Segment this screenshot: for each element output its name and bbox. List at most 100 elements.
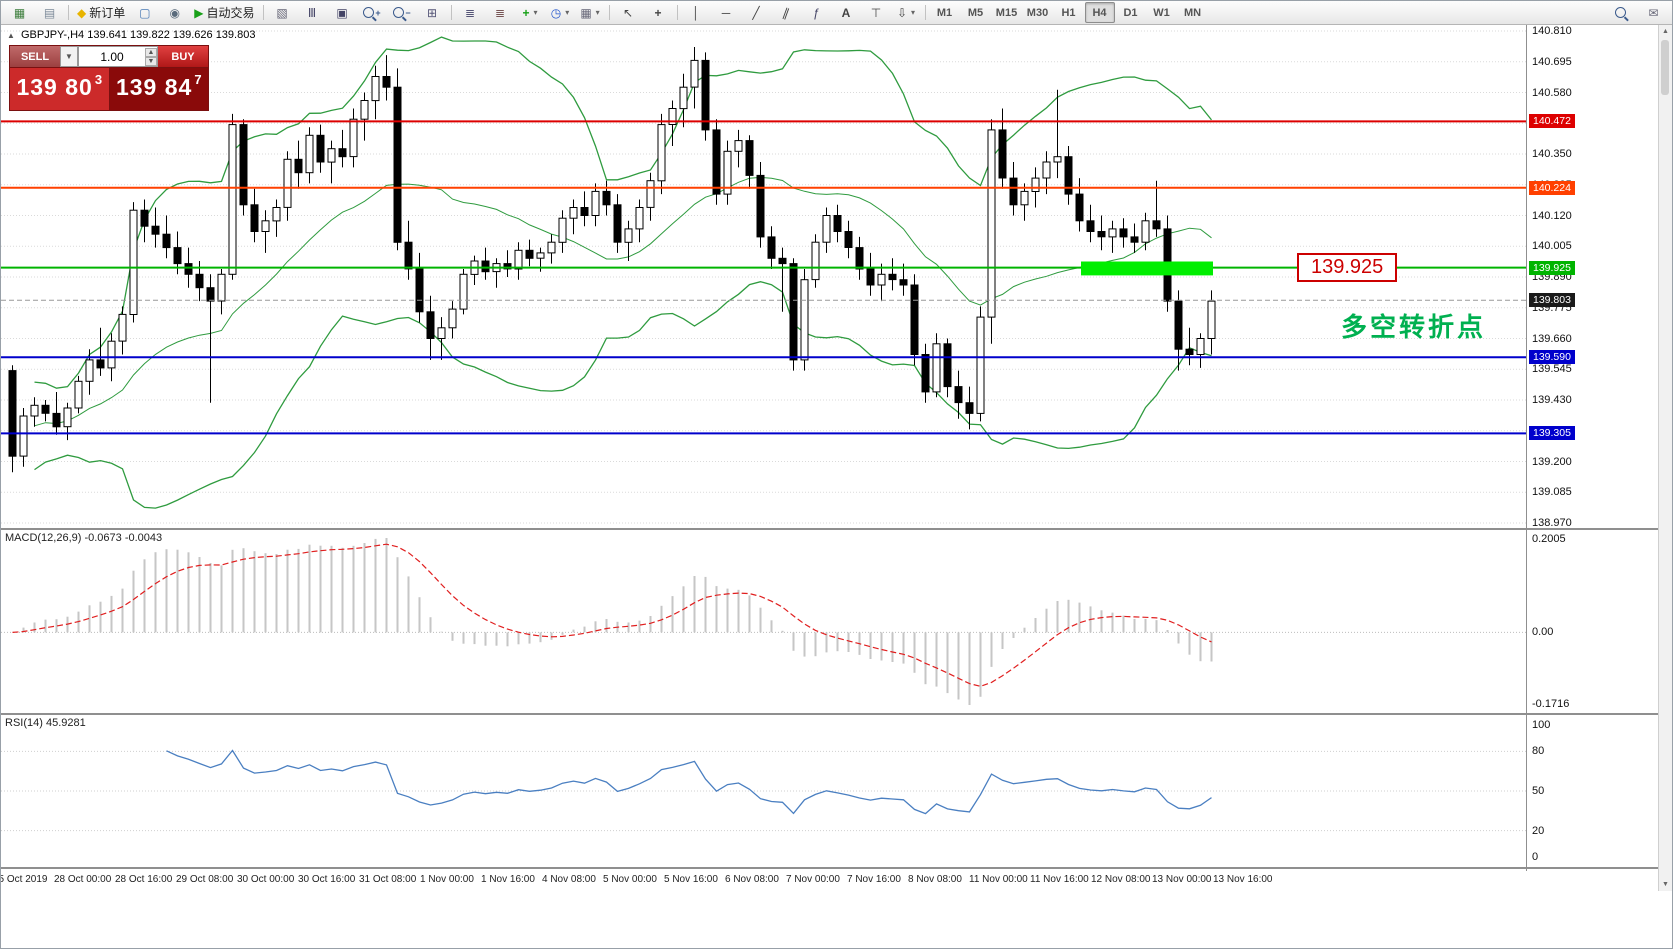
toolbar-separator	[450, 5, 452, 20]
macd-pane[interactable]	[1, 530, 1526, 713]
periods-button[interactable]: ◷ ▾	[546, 2, 575, 24]
rsi-pane[interactable]	[1, 715, 1526, 867]
timeframe-mn-button[interactable]: MN	[1183, 6, 1202, 19]
timeframe-m5-button[interactable]: M5	[967, 6, 984, 19]
label-tool-button[interactable]: ⊤	[862, 2, 891, 24]
new-order-button[interactable]: ◆ 新订单	[73, 2, 129, 24]
volume-preset-dropdown[interactable]: ▼	[60, 46, 78, 67]
timeframe-d1-button[interactable]: D1	[1123, 6, 1138, 19]
sell-price-box[interactable]: 139 80 3	[10, 68, 109, 110]
price-tick-label: 139.660	[1532, 332, 1572, 345]
toolbar-separator	[68, 5, 69, 20]
rsi-scale-label: 100	[1532, 719, 1551, 731]
candle-bear	[195, 273, 204, 289]
candle-bull	[272, 207, 281, 222]
channel-button[interactable]: ∥	[772, 2, 801, 24]
horizontal-line-button[interactable]: ─	[712, 2, 741, 24]
price-tick-label: 140.580	[1532, 86, 1572, 99]
price-axis: 140.810140.695140.580140.465140.350140.2…	[1528, 25, 1658, 871]
scrollbar-thumb[interactable]	[1661, 40, 1669, 95]
crosshair-button[interactable]: +	[644, 2, 673, 24]
market-watch-button[interactable]: ▢	[130, 2, 159, 24]
zoom-in-button[interactable]: +	[358, 2, 387, 24]
timeframe-h1-button[interactable]: H1	[1061, 6, 1076, 19]
zoom-out-icon	[393, 7, 405, 18]
zoom-out-button[interactable]: −	[388, 2, 417, 24]
navigator-button[interactable]: ≣	[486, 2, 515, 24]
crosshair-icon: +	[654, 5, 662, 20]
templates-button[interactable]: ▦ ▾	[576, 2, 605, 24]
candle-bear	[954, 386, 963, 404]
timeframe-m15-button[interactable]: M15	[995, 6, 1018, 19]
new-chart-button[interactable]: ▦	[5, 2, 34, 24]
candle-bear	[162, 233, 171, 249]
messages-button[interactable]: ✉	[1639, 2, 1668, 24]
candle-bear	[404, 241, 413, 270]
candle-bull	[723, 150, 732, 195]
timeframe-m30-button[interactable]: M30	[1026, 6, 1049, 19]
text-icon: A	[841, 5, 851, 20]
bollinger-upper-band	[34, 36, 1213, 389]
time-tick-label: 5 Nov 00:00	[603, 874, 657, 885]
fibonacci-icon: ƒ	[812, 5, 820, 20]
main-price-chart[interactable]	[1, 25, 1526, 528]
arrow-icon: ⇩	[896, 5, 908, 20]
toolbar-separator	[676, 5, 678, 20]
symbol-label: GBPJPY-,H4	[20, 29, 85, 41]
cursor-button[interactable]: ↖	[614, 2, 643, 24]
time-tick-label: 11 Nov 16:00	[1030, 874, 1089, 885]
time-tick-label: 11 Nov 00:00	[969, 874, 1028, 885]
trendline-button[interactable]: ╱	[742, 2, 771, 24]
candle-bear	[41, 404, 50, 414]
volume-input[interactable]	[79, 48, 145, 65]
stepper-up-icon[interactable]: ▲	[145, 47, 157, 57]
timeframe-w1-button[interactable]: W1	[1153, 6, 1170, 19]
timeframe-m1-button[interactable]: M1	[936, 6, 953, 19]
scroll-up-icon[interactable]: ▲	[1662, 28, 1669, 35]
scroll-down-icon[interactable]: ▼	[1662, 881, 1669, 888]
timeframe-h4-button[interactable]: H4	[1084, 2, 1115, 23]
tile-windows-button[interactable]: ⊞	[418, 2, 447, 24]
indicators-button[interactable]: + ▾	[516, 2, 545, 24]
candle-bull	[811, 241, 820, 281]
pane-separator[interactable]	[1, 528, 1672, 530]
candle-bull	[74, 380, 83, 409]
chevron-down-icon: ▾	[595, 8, 600, 17]
data-window-button[interactable]: ≣	[456, 2, 485, 24]
candle-bear	[338, 148, 347, 158]
candle-bull	[228, 124, 237, 275]
text-tool-button[interactable]: A	[832, 2, 861, 24]
arrows-tool-button[interactable]: ⇩ ▾	[892, 2, 921, 24]
buy-button[interactable]: BUY	[158, 46, 208, 67]
price-tick-label: 140.005	[1532, 240, 1572, 253]
search-button[interactable]	[1606, 2, 1635, 24]
stepper-down-icon[interactable]: ▼	[145, 56, 157, 66]
candle-bear	[184, 263, 193, 275]
autotrade-button[interactable]: ▶ 自动交易	[190, 2, 258, 24]
sell-price: 139 80	[16, 74, 93, 100]
sell-button[interactable]: SELL	[10, 46, 60, 67]
candle-bear	[712, 129, 721, 195]
vertical-scrollbar[interactable]: ▲ ▼	[1658, 25, 1672, 891]
vertical-line-button[interactable]: │	[682, 2, 711, 24]
rsi-scale-label: 50	[1532, 785, 1545, 797]
cascade-windows-icon: ▧	[276, 5, 288, 20]
time-tick-label: 30 Oct 00:00	[237, 874, 295, 885]
time-axis-separator	[1, 867, 1672, 869]
bar-chart-button[interactable]: Ⅲ	[298, 2, 327, 24]
fibonacci-button[interactable]: ƒ	[802, 2, 831, 24]
candle-bull	[30, 404, 39, 417]
candle-bull	[85, 359, 94, 382]
strategy-tester-button[interactable]: ◉	[160, 2, 189, 24]
profiles-button[interactable]: ▤	[35, 2, 64, 24]
volume-stepper[interactable]: ▲ ▼	[145, 47, 157, 66]
minus-icon: −	[405, 7, 411, 18]
buy-price-box[interactable]: 139 84 7	[109, 68, 208, 110]
candle-bear	[833, 215, 842, 232]
candle-bear	[1064, 156, 1073, 195]
cascade-windows-button[interactable]: ▧	[268, 2, 297, 24]
toolbar-separator	[608, 5, 610, 20]
candle-chart-button[interactable]: ▣	[328, 2, 357, 24]
pane-separator[interactable]	[1, 713, 1672, 715]
